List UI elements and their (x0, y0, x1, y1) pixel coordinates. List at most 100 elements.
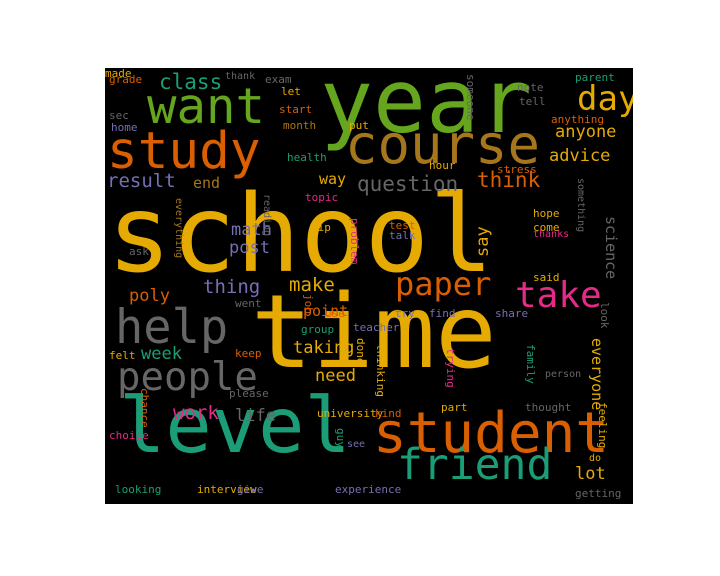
word-lot: lot (575, 464, 606, 484)
word-exam: exam (265, 73, 292, 86)
word-tip: tip (311, 221, 331, 234)
word-do: do (589, 453, 602, 464)
word-start: start (279, 103, 313, 116)
word-person: person (545, 369, 582, 380)
word-reading: reading (261, 194, 272, 237)
word-thought: thought (525, 401, 572, 414)
word-grade: grade (109, 73, 143, 86)
word-looking: looking (115, 483, 162, 496)
word-went: went (235, 297, 262, 310)
word-group: group (301, 323, 335, 336)
word-help: help (115, 300, 229, 355)
word-advice: advice (549, 146, 611, 166)
word-home: home (111, 121, 138, 134)
word-guy: guy (334, 428, 347, 448)
word-look: look (598, 302, 611, 329)
word-thinking: thinking (374, 344, 387, 397)
word-think: think (477, 168, 541, 192)
word-university: university (317, 407, 384, 420)
word-part: part (441, 401, 468, 414)
word-family: family (524, 344, 537, 384)
word-say: say (473, 226, 493, 257)
word-give: give (237, 483, 264, 496)
word-friend: friend (397, 440, 553, 490)
word-come: come (533, 221, 560, 234)
word-people: people (117, 355, 258, 400)
word-course: course (345, 113, 541, 176)
word-school: school (107, 173, 494, 297)
word-trying: trying (444, 348, 457, 388)
word-stress: stress (497, 163, 537, 176)
word-feeling: feeling (596, 402, 609, 449)
word-see: see (347, 439, 366, 450)
word-find: find (429, 307, 456, 320)
word-time: time (251, 273, 497, 392)
word-getting: getting (575, 487, 622, 500)
word-science: science (602, 216, 620, 280)
word-let: let (281, 85, 301, 98)
word-taking: taking (293, 338, 355, 358)
word-sec: sec (109, 109, 129, 122)
word-hope: hope (533, 207, 560, 220)
word-talk: talk (389, 229, 416, 242)
word-level: level (119, 382, 351, 471)
word-thank: thank (225, 71, 256, 82)
word-result: result (107, 170, 176, 192)
word-kind: kind (375, 407, 402, 420)
word-interview: interview (197, 483, 257, 496)
word-take: take (515, 275, 602, 316)
word-try: try (395, 307, 415, 320)
word-job: job (302, 294, 315, 314)
word-note: note (517, 81, 544, 94)
word-paper: paper (395, 265, 492, 303)
word-ask: ask (129, 245, 149, 258)
word-post: post (229, 238, 270, 258)
word-poly: poly (129, 286, 170, 306)
word-everything: everything (173, 198, 184, 259)
word-said: said (533, 271, 560, 284)
word-question: question (357, 172, 459, 196)
word-thanks: thanks (533, 229, 570, 240)
word-problem: problem (348, 218, 361, 265)
word-make: make (289, 274, 335, 296)
word-put: put (349, 119, 369, 132)
word-made: made (105, 68, 132, 80)
word-anything: anything (551, 113, 604, 126)
word-test: test (389, 219, 416, 232)
word-end: end (193, 174, 221, 192)
word-choice: choice (109, 429, 149, 442)
word-tell: tell (519, 95, 546, 108)
word-use: use (325, 307, 345, 320)
word-math: math (231, 220, 272, 240)
word-year: year (320, 68, 532, 153)
word-please: please (229, 387, 269, 400)
word-month: month (283, 119, 317, 132)
word-everyone: everyone (588, 338, 606, 411)
word-teacher: teacher (353, 321, 400, 334)
word-experience: experience (335, 483, 402, 496)
word-week: week (141, 344, 182, 364)
word-something: something (575, 178, 586, 233)
word-chance: chance (138, 388, 151, 428)
word-point: point (303, 302, 349, 320)
word-day: day (577, 79, 633, 119)
word-parent: parent (575, 71, 615, 84)
word-cloud: school time year level student course study wan… (105, 68, 633, 504)
word-share: share (495, 307, 529, 320)
word-keep: keep (235, 347, 262, 360)
word-want: want (147, 78, 266, 135)
word-hour: hour (429, 159, 456, 172)
word-way: way (319, 170, 347, 188)
word-life: life (235, 406, 276, 426)
word-felt: felt (109, 349, 136, 362)
word-health: health (287, 151, 327, 164)
word-study: study (107, 122, 261, 181)
word-anyone: anyone (555, 122, 617, 142)
word-student: student (373, 401, 610, 466)
word-need: need (315, 366, 356, 386)
word-thing: thing (203, 276, 261, 298)
word-work: work (173, 402, 219, 424)
word-class: class (159, 70, 223, 94)
word-done: done (354, 338, 367, 365)
word-topic: topic (305, 191, 339, 204)
